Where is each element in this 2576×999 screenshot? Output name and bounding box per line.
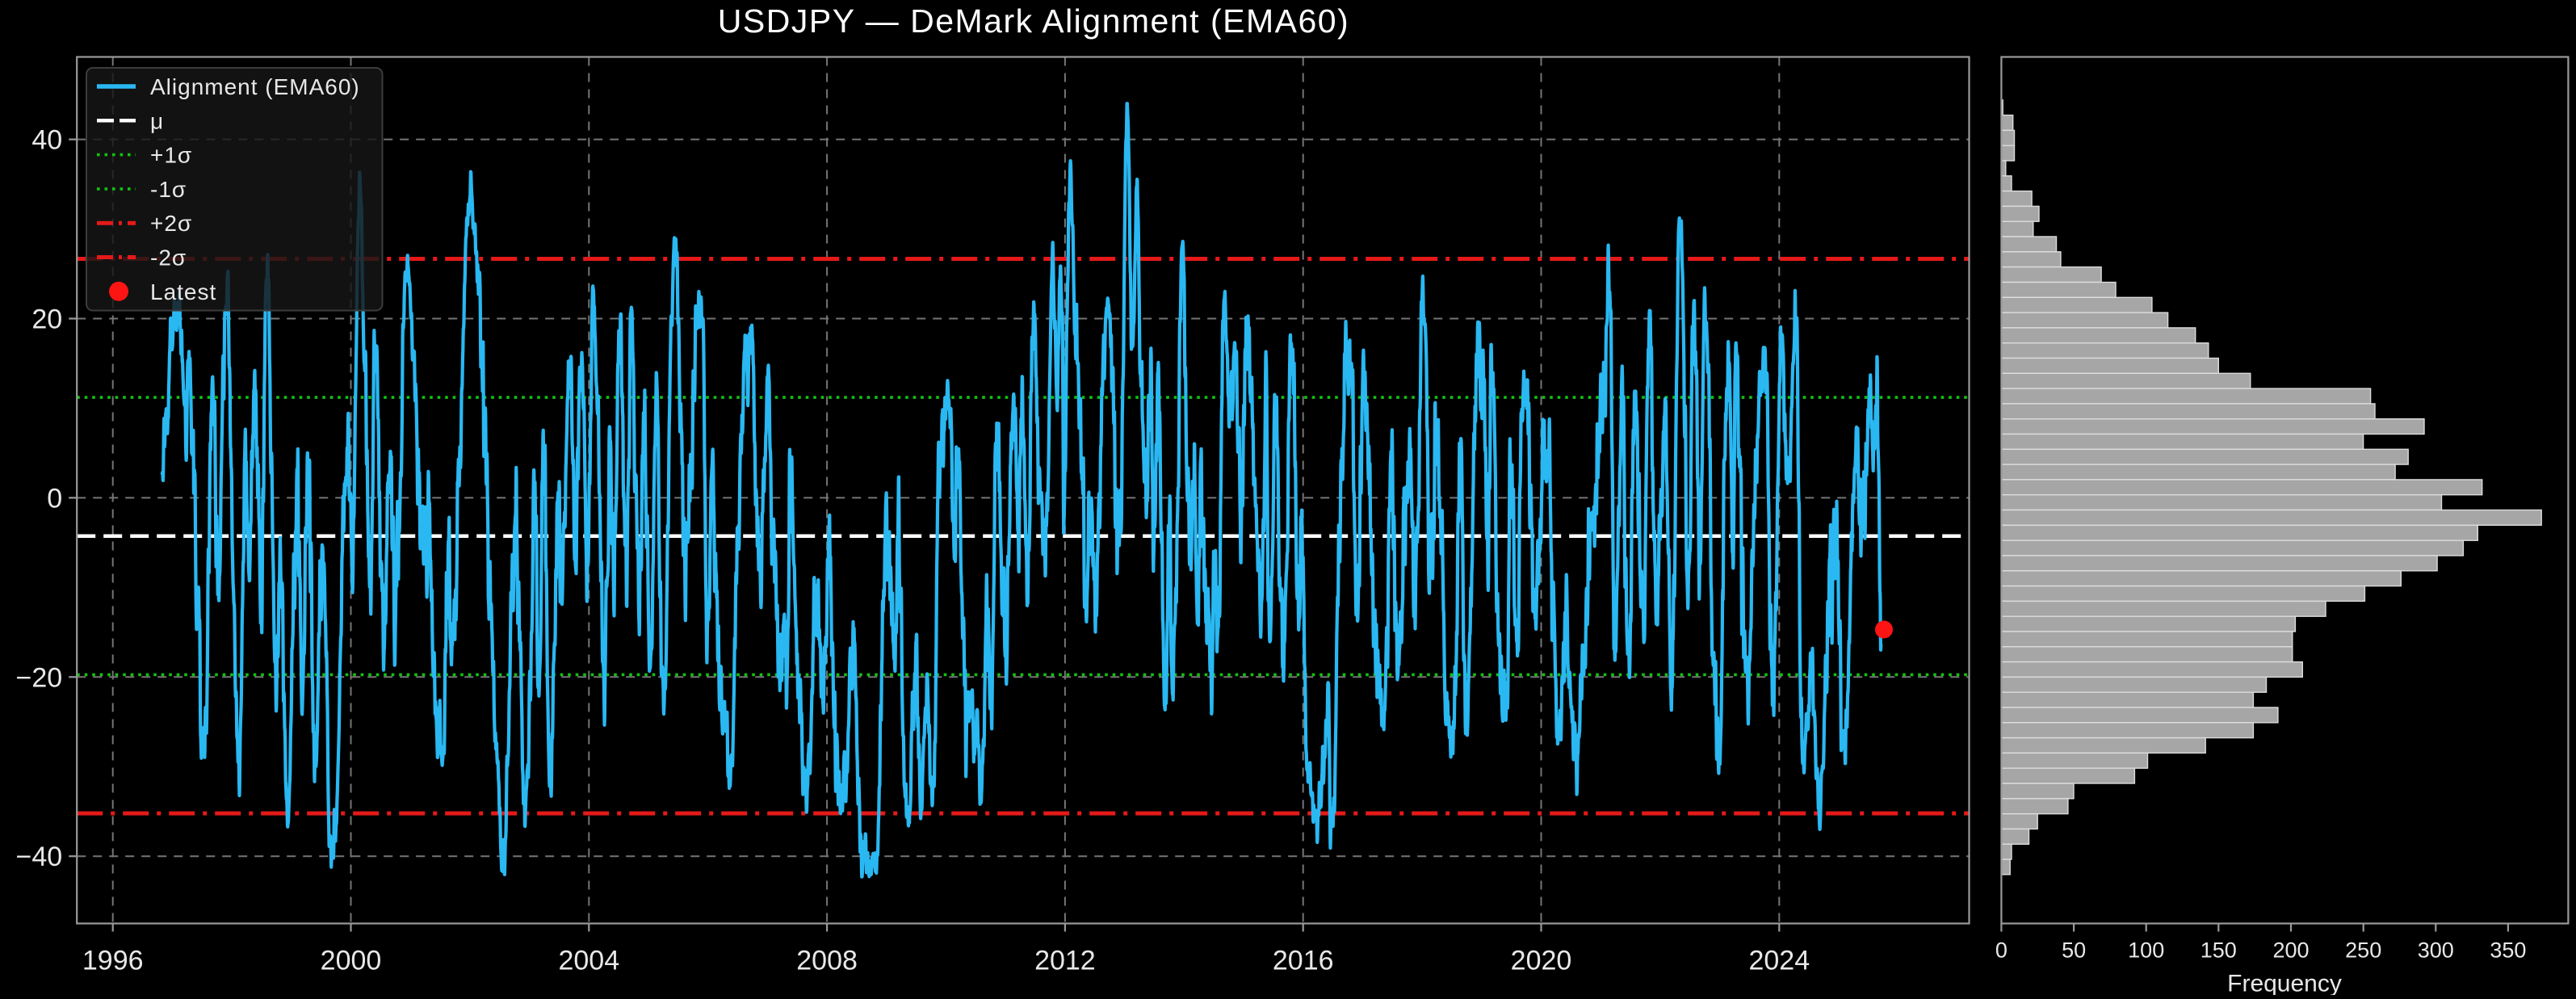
svg-text:40: 40 [31, 125, 62, 156]
svg-text:100: 100 [2128, 938, 2164, 963]
svg-text:2000: 2000 [321, 946, 382, 976]
svg-text:+2σ: +2σ [150, 211, 192, 236]
svg-text:50: 50 [2062, 938, 2086, 963]
svg-text:200: 200 [2272, 938, 2309, 963]
svg-text:2024: 2024 [1748, 946, 1810, 976]
svg-text:1996: 1996 [82, 946, 144, 976]
svg-text:-2σ: -2σ [150, 246, 187, 271]
svg-text:2012: 2012 [1034, 946, 1096, 976]
svg-text:2008: 2008 [796, 946, 858, 976]
svg-text:300: 300 [2418, 938, 2454, 963]
svg-text:2016: 2016 [1273, 946, 1334, 976]
svg-text:0: 0 [47, 483, 62, 514]
svg-text:350: 350 [2490, 938, 2526, 963]
svg-text:Frequency: Frequency [2227, 971, 2342, 996]
svg-text:150: 150 [2201, 938, 2237, 963]
svg-text:-1σ: -1σ [150, 177, 187, 202]
svg-text:Alignment (EMA60): Alignment (EMA60) [150, 74, 360, 99]
svg-text:0: 0 [1995, 938, 2008, 963]
svg-text:250: 250 [2345, 938, 2381, 963]
svg-text:Latest: Latest [150, 279, 216, 304]
svg-text:−40: −40 [16, 842, 63, 872]
svg-text:+1σ: +1σ [150, 143, 192, 168]
svg-text:USDJPY — DeMark Alignment (EMA: USDJPY — DeMark Alignment (EMA60) [718, 2, 1349, 40]
svg-text:2004: 2004 [558, 946, 619, 976]
svg-text:20: 20 [31, 304, 62, 335]
svg-text:μ: μ [150, 108, 164, 133]
svg-text:−20: −20 [16, 662, 63, 693]
svg-text:2020: 2020 [1511, 946, 1572, 976]
